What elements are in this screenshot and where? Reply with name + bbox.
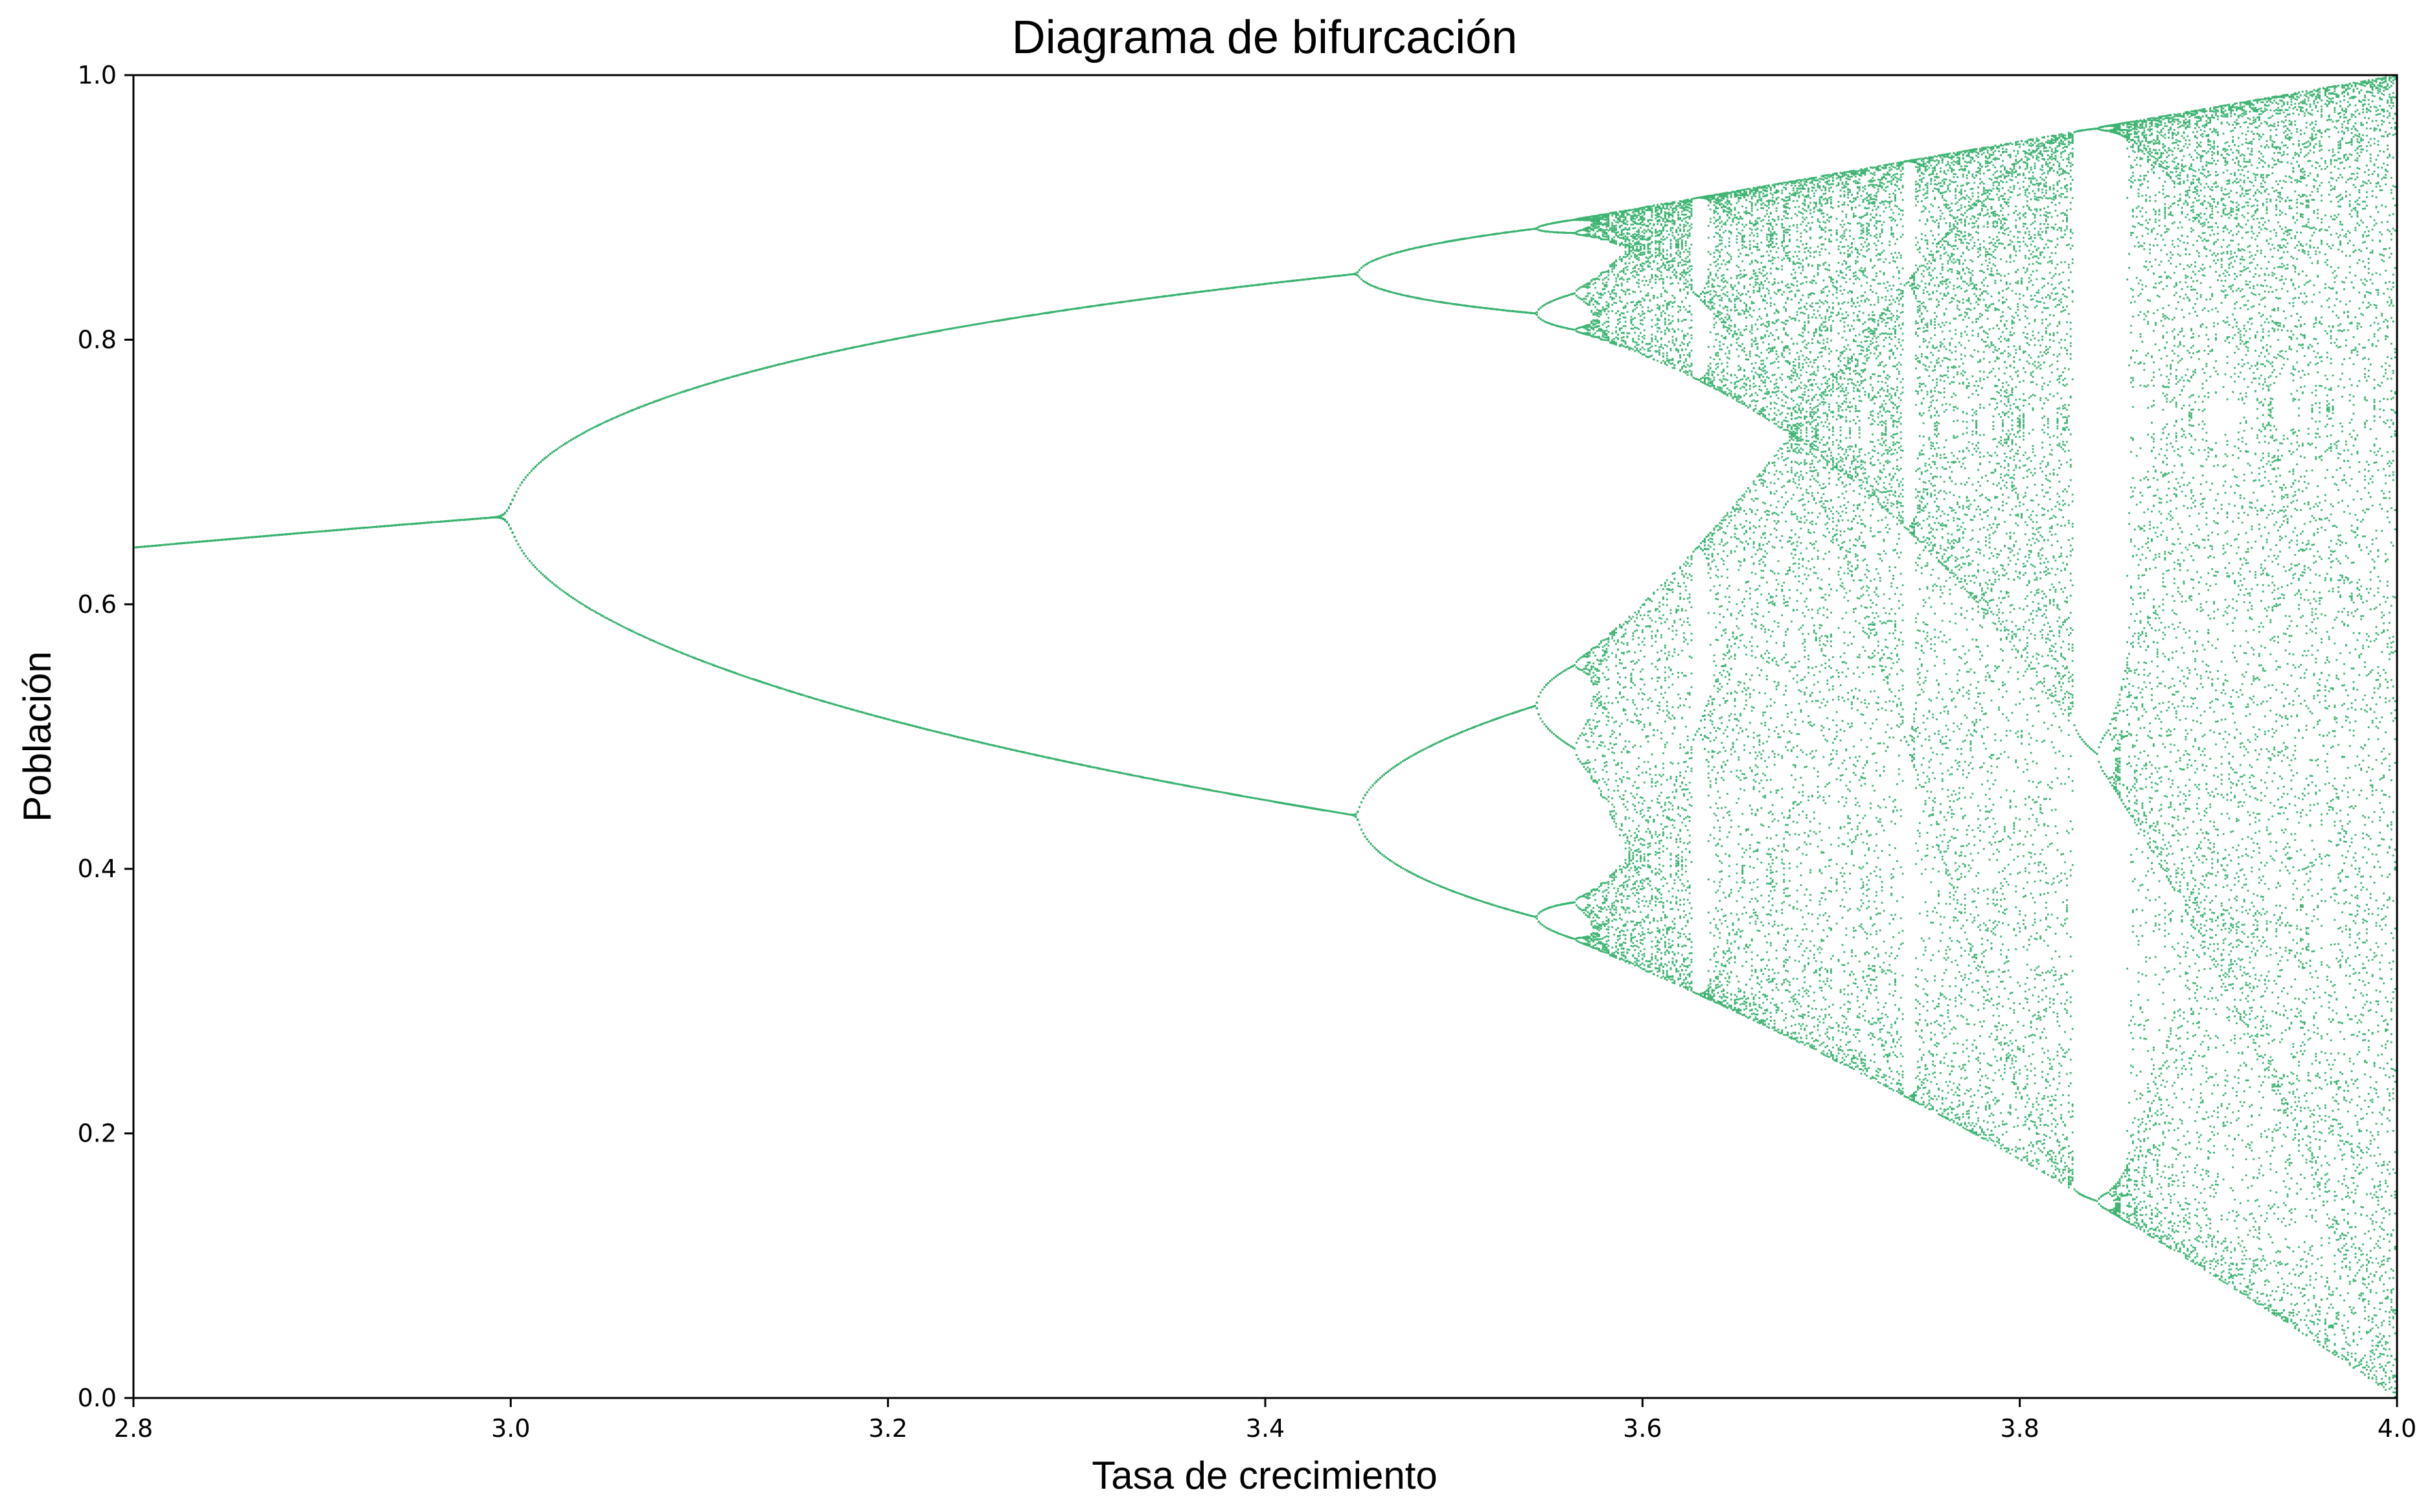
x-tick-label: 3.0: [491, 1414, 530, 1443]
y-tick-label: 0.4: [78, 854, 117, 883]
data-point: [142, 546, 144, 548]
data-point: [163, 544, 165, 546]
data-point: [152, 545, 154, 547]
x-tick-label: 3.4: [1246, 1414, 1285, 1443]
x-tick-label: 4.0: [2378, 1414, 2416, 1443]
data-point: [168, 544, 170, 545]
data-point: [159, 544, 161, 546]
chart-title: Diagrama de bifurcación: [1012, 12, 1517, 63]
y-axis-ticks: 0.0 0.2 0.4 0.6 0.8 1.0: [78, 61, 133, 1412]
data-point: [148, 545, 150, 547]
data-point: [166, 544, 168, 545]
data-point: [135, 547, 137, 549]
data-point: [172, 544, 174, 545]
data-point: [161, 544, 163, 546]
data-point: [154, 545, 155, 547]
plot-area: [133, 75, 2397, 1398]
x-tick-label: 3.2: [868, 1414, 907, 1443]
data-point: [150, 545, 152, 547]
data-point: [155, 545, 157, 547]
y-tick-label: 0.6: [78, 590, 117, 619]
data-point: [170, 544, 172, 545]
data-point: [136, 546, 138, 548]
data-point: [138, 546, 140, 548]
y-tick-label: 1.0: [78, 61, 117, 89]
x-tick-label: 2.8: [114, 1414, 153, 1443]
x-tick-label: 3.6: [1623, 1414, 1662, 1443]
data-point: [146, 545, 148, 547]
y-tick-label: 0.0: [78, 1384, 117, 1412]
x-tick-label: 3.8: [2000, 1414, 2039, 1443]
data-point: [165, 544, 166, 546]
data-point: [157, 545, 159, 547]
y-tick-label: 0.8: [78, 325, 117, 354]
y-tick-label: 0.2: [78, 1119, 117, 1148]
data-point: [174, 543, 176, 545]
x-axis-ticks: 2.8 3.0 3.2 3.4 3.6 3.8 4.0: [114, 1398, 2416, 1443]
data-point: [140, 546, 142, 548]
data-point: [144, 545, 146, 547]
